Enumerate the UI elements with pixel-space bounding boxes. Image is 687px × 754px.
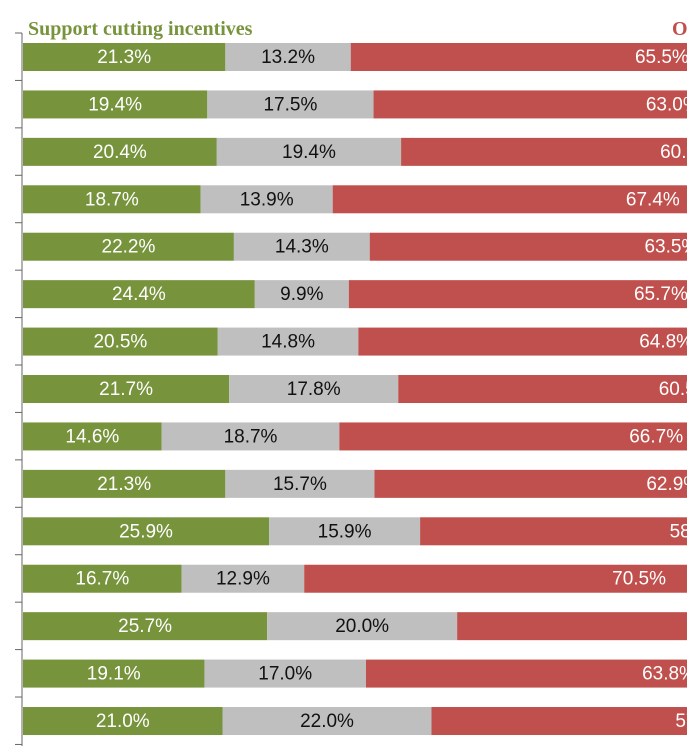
bar-segment [269, 517, 421, 546]
bar-segment [267, 612, 458, 641]
bar-segment [233, 232, 370, 261]
value-label: 63.5% [644, 237, 687, 258]
bar-segment [23, 137, 217, 166]
value-label: 65.7% [634, 284, 687, 305]
value-label: 19.1% [87, 664, 141, 685]
value-label: 21.3% [97, 474, 151, 495]
value-label: 12.9% [216, 569, 270, 590]
value-label: 62.9% [646, 474, 687, 495]
value-label: 15.7% [273, 474, 327, 495]
bar-segment [332, 185, 687, 214]
chart-title: Support cutting incentives [28, 18, 253, 40]
value-label: 70.5% [612, 569, 666, 590]
bar-segment [254, 280, 349, 309]
bar-segment [23, 707, 223, 736]
bar-segment [398, 375, 687, 404]
bar-segment [374, 469, 687, 498]
value-label: 15.9% [318, 521, 372, 542]
bar-segment [23, 232, 234, 261]
value-label: 21.7% [99, 379, 153, 400]
bar-segment [207, 90, 374, 119]
value-label: 13.2% [261, 47, 315, 68]
bar-segment [23, 375, 230, 404]
bar-segment [369, 232, 687, 261]
bar-segment [350, 43, 687, 71]
value-label: 21.0% [96, 711, 150, 732]
bar-segment [23, 422, 162, 451]
value-label: 24.4% [112, 284, 166, 305]
bar-segment [222, 707, 432, 736]
value-label: 17.0% [258, 664, 312, 685]
value-label: 14.8% [261, 332, 315, 353]
bar-segment [358, 327, 687, 356]
bar-segment [457, 612, 687, 641]
bar-segment [23, 469, 226, 498]
bar-segment [23, 43, 226, 71]
value-label: 63.0% [646, 94, 687, 115]
bar-segment [23, 659, 205, 688]
value-label: 25.9% [119, 521, 173, 542]
value-label: 20.0% [335, 616, 389, 637]
value-label: 60.2% [660, 142, 687, 163]
value-label: 57.0% [675, 711, 687, 732]
value-label: 67.4% [626, 189, 680, 210]
value-label: 66.7% [629, 426, 683, 447]
value-label: 17.8% [287, 379, 341, 400]
value-label: 60.5% [659, 379, 687, 400]
bar-segment [373, 90, 687, 119]
right-heading: O [672, 18, 687, 40]
bar-segment [229, 375, 399, 404]
value-label: 64.8% [639, 332, 687, 353]
value-label: 14.3% [275, 237, 329, 258]
value-label: 16.7% [75, 569, 129, 590]
bar-segment [181, 564, 305, 593]
bar-segment [200, 185, 333, 214]
bar-segment [23, 185, 201, 214]
bar-segment [401, 137, 687, 166]
value-label: 9.9% [280, 284, 323, 305]
bar-segment [365, 659, 687, 688]
bar-segment [225, 469, 375, 498]
bar-segment [339, 422, 687, 451]
bar-segment [23, 564, 182, 593]
bar-segment [23, 327, 218, 356]
bar-segment [23, 90, 208, 119]
value-label: 18.7% [85, 189, 139, 210]
bar-segment [348, 280, 687, 309]
value-label: 20.5% [93, 332, 147, 353]
value-label: 17.5% [263, 94, 317, 115]
value-label: 20.4% [93, 142, 147, 163]
value-label: 22.0% [300, 711, 354, 732]
value-label: 18.7% [224, 426, 278, 447]
value-label: 21.3% [97, 47, 151, 68]
bar-segment [217, 327, 359, 356]
bar-segment [304, 564, 687, 593]
value-label: 25.7% [118, 616, 172, 637]
value-label: 58.2% [670, 521, 687, 542]
value-label: 13.9% [240, 189, 294, 210]
bar-segment [23, 517, 270, 546]
value-label: 19.4% [88, 94, 142, 115]
bar-segment [225, 43, 351, 71]
value-label: 14.6% [65, 426, 119, 447]
value-label: 65.5% [635, 47, 687, 68]
bar-segment [23, 612, 268, 641]
value-label: 63.8% [642, 664, 687, 685]
value-label: 19.4% [282, 142, 336, 163]
bar-segment [216, 137, 402, 166]
value-label: 22.2% [102, 237, 156, 258]
bar-segment [431, 707, 687, 736]
bar-segment [420, 517, 687, 546]
bar-segment [23, 280, 255, 309]
bar-segment [161, 422, 340, 451]
bar-segment [204, 659, 366, 688]
